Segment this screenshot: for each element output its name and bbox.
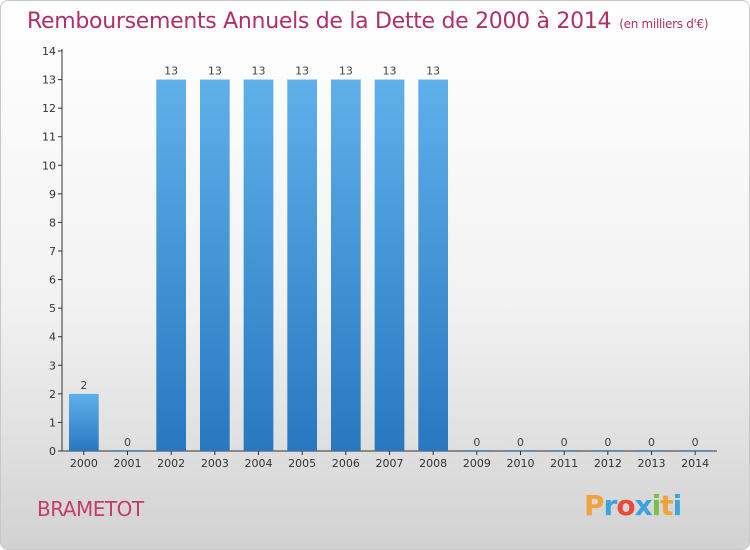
x-tick-label: 2000 [70,457,98,470]
data-label: 13 [252,65,266,78]
bar [243,79,274,452]
y-tick-label: 0 [49,445,56,458]
bar [680,450,711,451]
bar [330,79,361,452]
y-tick-label: 5 [49,302,56,315]
x-tick-label: 2013 [638,457,666,470]
data-label: 0 [561,436,568,449]
data-label: 2 [80,379,87,392]
bar [461,450,492,451]
logo-letter: P [584,489,605,522]
data-label: 0 [648,436,655,449]
logo-letter: x [634,489,653,522]
bar [505,450,536,451]
data-label: 13 [383,65,397,78]
x-tick-label: 2005 [288,457,316,470]
bar [287,79,318,452]
x-tick-label: 2003 [201,457,229,470]
logo-letter: i [651,489,662,522]
y-tick-label: 8 [49,216,56,229]
bar [156,79,187,452]
data-label: 0 [473,436,480,449]
bar [374,79,405,452]
logo-letter: o [616,489,635,522]
commune-name: BRAMETOT [37,497,144,521]
x-tick-label: 2012 [594,457,622,470]
bar [112,450,143,451]
data-label: 13 [164,65,178,78]
y-tick-label: 14 [42,45,56,58]
bar [549,450,580,451]
bar [68,393,99,451]
chart-bars: 2 0 13 13 13 13 13 13 13 0 0 0 0 0 0 [68,65,711,452]
proxiti-logo: Proxiti [584,489,683,522]
bar [418,79,449,452]
x-tick-label: 2009 [463,457,491,470]
chart-subtitle: (en milliers d'€) [619,17,709,31]
bar [199,79,230,452]
data-label: 13 [426,65,440,78]
chart-title: Remboursements Annuels de la Dette de 20… [27,9,709,34]
data-label: 0 [517,436,524,449]
x-tick-label: 2002 [157,457,185,470]
logo-letter: i [672,489,683,522]
x-tick-label: 2006 [332,457,360,470]
y-tick-label: 10 [42,159,56,172]
x-tick-label: 2011 [550,457,578,470]
data-label: 13 [208,65,222,78]
logo-letter: t [660,489,673,522]
y-tick-label: 7 [49,245,56,258]
x-tick-label: 2010 [507,457,535,470]
y-tick-label: 11 [42,131,56,144]
x-tick-label: 2007 [376,457,404,470]
y-tick-label: 4 [49,331,56,344]
data-label: 0 [604,436,611,449]
x-tick-label: 2014 [681,457,709,470]
y-tick-label: 6 [49,274,56,287]
logo-letter: r [603,489,618,522]
y-tick-label: 12 [42,102,56,115]
bar [592,450,623,451]
x-tick-label: 2004 [245,457,273,470]
y-tick-label: 2 [49,388,56,401]
data-label: 0 [124,436,131,449]
y-tick-label: 1 [49,416,56,429]
data-label: 13 [339,65,353,78]
chart-title-text: Remboursements Annuels de la Dette de 20… [27,9,612,34]
y-tick-label: 3 [49,359,56,372]
data-label: 13 [295,65,309,78]
x-tick-label: 2001 [114,457,142,470]
y-tick-label: 13 [42,74,56,87]
bar [636,450,667,451]
y-tick-label: 9 [49,188,56,201]
data-label: 0 [692,436,699,449]
x-tick-label: 2008 [419,457,447,470]
